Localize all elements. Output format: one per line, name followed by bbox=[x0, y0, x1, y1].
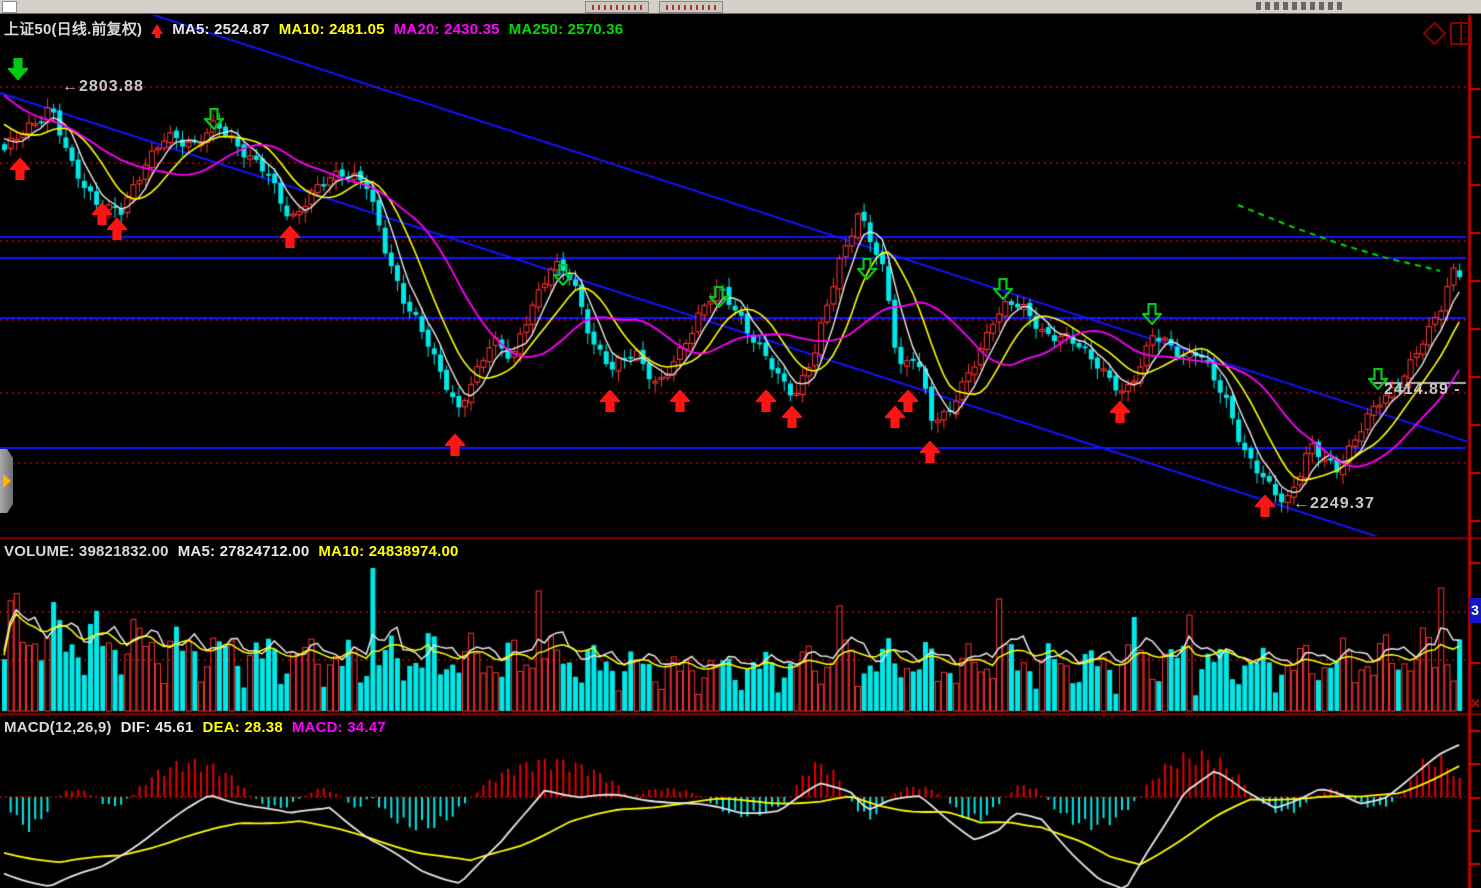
buy-signal-arrow bbox=[1253, 494, 1277, 522]
macd-name-label: MACD(12,26,9) bbox=[4, 719, 112, 736]
pane-close-icon[interactable]: ✕ bbox=[1470, 696, 1481, 711]
sell-signal-arrow bbox=[855, 257, 879, 285]
toolbar-button-1[interactable] bbox=[585, 1, 649, 13]
sell-signal-arrow bbox=[551, 263, 575, 291]
buy-signal-arrow bbox=[90, 202, 114, 230]
buy-signal-arrow bbox=[278, 225, 302, 253]
sell-signal-arrow bbox=[1140, 302, 1164, 330]
app-icon bbox=[2, 1, 17, 13]
toolbar-cut-text bbox=[1256, 2, 1342, 10]
period-low-label: ←2249.37 bbox=[1293, 495, 1375, 512]
ma10-value: MA10: 2481.05 bbox=[278, 21, 385, 38]
symbol-label: 上证50(日线.前复权) bbox=[4, 21, 143, 38]
current-price-label: 2414.89 - bbox=[1384, 381, 1461, 398]
toolbar-cutoff bbox=[0, 0, 1481, 14]
buy-signal-arrow bbox=[105, 217, 129, 245]
ma5-value: MA5: 2524.87 bbox=[172, 21, 270, 38]
macd-pane-header: MACD(12,26,9) DIF: 45.61 DEA: 28.38 MACD: 3… bbox=[4, 719, 395, 736]
volume-value: VOLUME: 39821832.00 bbox=[4, 543, 169, 560]
buy-signal-arrow bbox=[780, 405, 804, 433]
buy-signal-arrow bbox=[598, 389, 622, 417]
left-panel-expander[interactable] bbox=[0, 449, 13, 513]
volume-pane-header: VOLUME: 39821832.00 MA5: 27824712.00 MA10:… bbox=[4, 543, 468, 560]
buy-signal-arrow bbox=[883, 405, 907, 433]
up-arrow-icon bbox=[151, 24, 164, 38]
sell-signal-arrow bbox=[707, 285, 731, 313]
split-window-icon[interactable] bbox=[1450, 22, 1472, 45]
expander-arrow-icon bbox=[3, 474, 11, 488]
toolbar-button-2[interactable] bbox=[659, 1, 723, 13]
dea-value: DEA: 28.38 bbox=[202, 719, 283, 736]
buy-signal-arrow bbox=[668, 389, 692, 417]
buy-signal-arrow bbox=[754, 389, 778, 417]
volume-ma5-value: MA5: 27824712.00 bbox=[177, 543, 310, 560]
buy-signal-arrow bbox=[8, 157, 32, 185]
buy-signal-arrow bbox=[896, 389, 920, 417]
sell-signal-arrow bbox=[202, 107, 226, 135]
buy-signal-arrow bbox=[1108, 400, 1132, 428]
sell-signal-arrow bbox=[6, 57, 30, 85]
macd-value: MACD: 34.47 bbox=[291, 719, 386, 736]
buy-signal-arrow bbox=[443, 433, 467, 461]
sell-signal-arrow bbox=[1366, 367, 1390, 395]
period-high-label: ←2803.88 bbox=[62, 78, 144, 95]
volume-ma10-value: MA10: 24838974.00 bbox=[318, 543, 459, 560]
sell-signal-arrow bbox=[991, 277, 1015, 305]
dif-value: DIF: 45.61 bbox=[120, 719, 194, 736]
main-pane-header: 上证50(日线.前复权) MA5: 2524.87 MA10: 2481.05 MA2… bbox=[4, 18, 632, 39]
ma20-value: MA20: 2430.35 bbox=[393, 21, 500, 38]
buy-signal-arrow bbox=[918, 440, 942, 468]
ma250-value: MA250: 2570.36 bbox=[508, 21, 624, 38]
volume-scale-badge: 3 bbox=[1469, 598, 1481, 623]
